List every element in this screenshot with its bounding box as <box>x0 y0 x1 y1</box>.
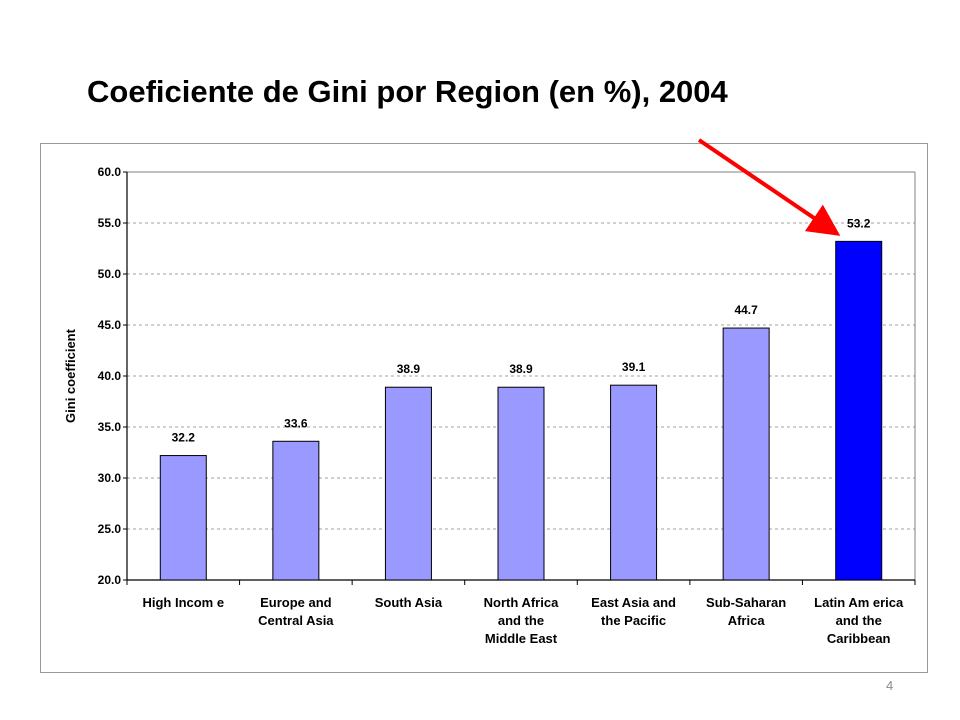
data-label: 33.6 <box>284 416 308 430</box>
data-label: 38.9 <box>397 362 421 376</box>
category-label: South Asia <box>375 595 443 610</box>
data-label: 53.2 <box>847 216 871 230</box>
y-tick-label: 25.0 <box>98 522 122 536</box>
category-label: High Incom e <box>142 595 224 610</box>
y-axis-label: Gini coefficient <box>63 328 78 423</box>
category-label: Latin Am erica <box>814 595 904 610</box>
data-label: 44.7 <box>734 303 758 317</box>
category-label: Sub-Saharan <box>706 595 786 610</box>
y-tick-label: 50.0 <box>98 267 122 281</box>
category-label: East Asia and <box>591 595 676 610</box>
bar <box>384 386 432 581</box>
bar <box>272 440 320 581</box>
category-label: and the <box>836 613 882 628</box>
category-label: Caribbean <box>827 631 891 646</box>
data-label: 39.1 <box>622 360 646 374</box>
y-tick-label: 35.0 <box>98 420 122 434</box>
category-label: North Africa <box>484 595 559 610</box>
data-label: 32.2 <box>172 431 196 445</box>
data-label: 38.9 <box>509 362 533 376</box>
category-label: Europe and <box>260 595 332 610</box>
y-tick-label: 55.0 <box>98 216 122 230</box>
chart-frame: 20.0 25.0 30.0 35.0 40.0 45.0 50.0 55.0 60.0 Gini… <box>40 138 928 673</box>
bar <box>159 455 207 581</box>
y-tick-label: 30.0 <box>98 471 122 485</box>
bar <box>497 386 545 581</box>
y-tick-label: 60.0 <box>98 165 122 179</box>
category-label: Central Asia <box>258 613 334 628</box>
y-tick-label: 20.0 <box>98 573 122 587</box>
slide-title: Coeficiente de Gini por Region (en %), 2… <box>87 74 728 109</box>
bar <box>835 240 883 581</box>
red-arrow <box>697 138 841 236</box>
gini-bar-chart: 20.0 25.0 30.0 35.0 40.0 45.0 50.0 55.0 60.0 Gini… <box>63 138 916 646</box>
bar <box>610 384 658 581</box>
y-tick-label: 45.0 <box>98 318 122 332</box>
bar <box>722 327 770 581</box>
page-number: 4 <box>886 678 894 693</box>
category-label: the Pacific <box>601 613 666 628</box>
category-label: Middle East <box>485 631 558 646</box>
category-label: Africa <box>728 613 766 628</box>
y-tick-label: 40.0 <box>98 369 122 383</box>
category-label: and the <box>498 613 544 628</box>
